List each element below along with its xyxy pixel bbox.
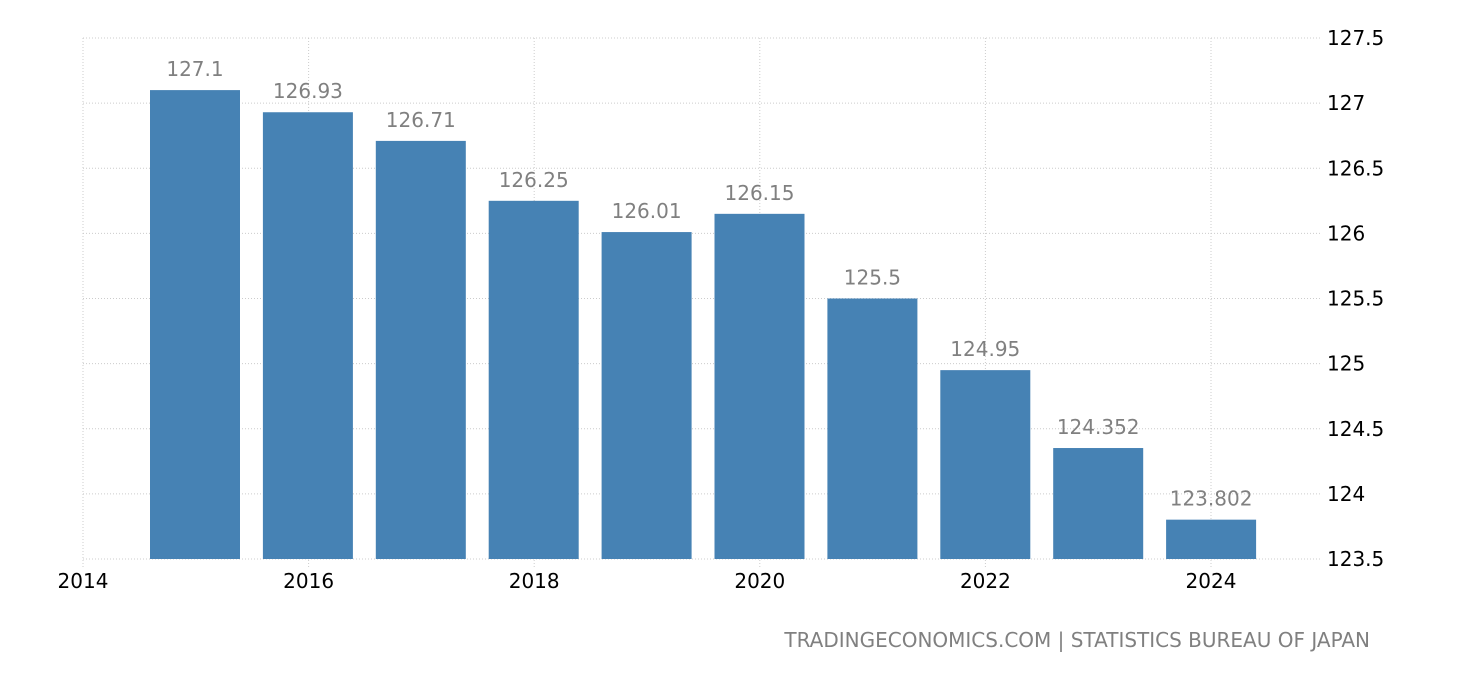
data-label-2023: 124.352 xyxy=(1057,415,1140,439)
y-tick-label: 125.5 xyxy=(1327,287,1384,311)
data-label-2016: 126.93 xyxy=(273,79,343,103)
data-label-2024: 123.802 xyxy=(1170,487,1253,511)
y-axis: 123.5 124 124.5 125 125.5 126 126.5 127 127.5 xyxy=(1327,26,1384,571)
y-tick-label: 124 xyxy=(1327,482,1365,506)
data-label-2017: 126.71 xyxy=(386,108,456,132)
bar-2015 xyxy=(150,90,240,559)
x-tick-label: 2016 xyxy=(283,569,334,593)
data-label-2021: 125.5 xyxy=(844,266,901,290)
bar-2021 xyxy=(827,298,918,559)
x-tick-label: 2018 xyxy=(509,569,560,593)
bar-2016 xyxy=(262,112,353,560)
data-label-2022: 124.95 xyxy=(950,337,1020,361)
x-axis: 2014 2016 2018 2020 2022 2024 xyxy=(58,569,1237,593)
y-tick-label: 126.5 xyxy=(1327,156,1384,180)
y-tick-label: 124.5 xyxy=(1327,417,1384,441)
bars xyxy=(150,90,1257,560)
bar-2024 xyxy=(1166,519,1257,559)
bar-2022 xyxy=(940,370,1031,559)
x-tick-label: 2020 xyxy=(734,569,785,593)
bar-2020 xyxy=(714,213,805,559)
data-label-2020: 126.15 xyxy=(725,181,795,205)
y-tick-label: 125 xyxy=(1327,352,1365,376)
bar-2017 xyxy=(375,140,466,559)
x-tick-label: 2022 xyxy=(960,569,1011,593)
y-tick-label: 126 xyxy=(1327,221,1365,245)
bar-2023 xyxy=(1053,448,1144,559)
data-label-2018: 126.25 xyxy=(499,168,569,192)
bar-2019 xyxy=(601,232,692,559)
y-tick-label: 127.5 xyxy=(1327,26,1384,50)
data-label-2019: 126.01 xyxy=(612,199,682,223)
y-tick-label: 127 xyxy=(1327,91,1365,115)
x-tick-label: 2014 xyxy=(58,569,109,593)
data-labels: 127.1 126.93 126.71 126.25 126.01 126.15 125.5… xyxy=(166,57,1252,511)
x-tick-label: 2024 xyxy=(1186,569,1237,593)
source-credit: TRADINGECONOMICS.COM | STATISTICS BUREAU… xyxy=(784,628,1370,652)
data-label-2015: 127.1 xyxy=(166,57,223,81)
y-tick-label: 123.5 xyxy=(1327,547,1384,571)
bar-2018 xyxy=(488,200,579,559)
